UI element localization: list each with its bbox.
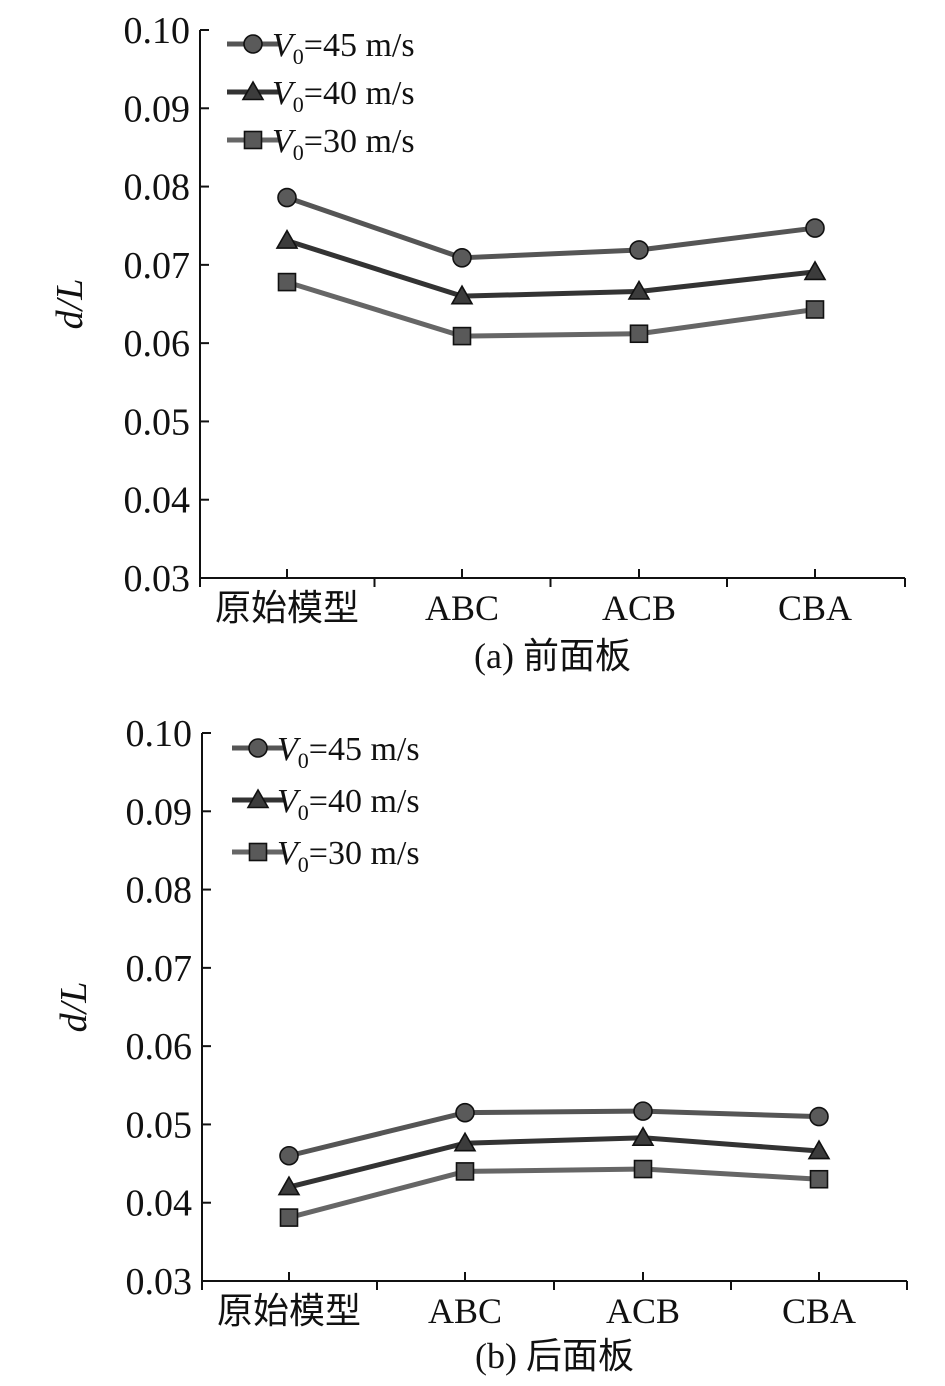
legend-item: V0=40 m/s bbox=[232, 783, 420, 825]
x-tick-label: 原始模型 bbox=[217, 1291, 361, 1331]
legend-item: V0=45 m/s bbox=[227, 27, 415, 69]
series-line bbox=[286, 195, 816, 261]
data-point-circle bbox=[279, 1145, 299, 1166]
data-point-square bbox=[279, 1208, 299, 1227]
data-point-circle bbox=[455, 1102, 475, 1123]
data-point-square bbox=[629, 324, 649, 344]
legend-label: V0=30 m/s bbox=[277, 835, 420, 877]
series-square bbox=[277, 272, 825, 346]
x-tick-label: ABC bbox=[428, 1291, 502, 1331]
series-circle bbox=[277, 187, 825, 268]
legend-marker-square bbox=[243, 130, 263, 150]
chart-title: (a) 前面板 bbox=[474, 636, 631, 676]
data-point-circle bbox=[805, 218, 825, 238]
series-triangle bbox=[277, 1126, 831, 1196]
x-tick-label: CBA bbox=[778, 588, 852, 628]
y-tick-label: 0.03 bbox=[126, 1261, 193, 1303]
legend-marker-circle bbox=[248, 738, 268, 758]
y-tick-label: 0.05 bbox=[126, 1104, 193, 1146]
series-line bbox=[288, 1135, 820, 1190]
y-tick-label: 0.07 bbox=[126, 948, 193, 990]
data-point-square bbox=[633, 1159, 653, 1179]
legend-label: V0=45 m/s bbox=[272, 27, 415, 69]
data-point-triangle bbox=[277, 1175, 301, 1196]
y-axis-title: d/L bbox=[49, 279, 91, 330]
y-tick-label: 0.09 bbox=[126, 791, 193, 833]
legend: V0=45 m/s V0=40 m/s V0=30 m/s bbox=[232, 731, 420, 877]
legend-item: V0=30 m/s bbox=[227, 123, 415, 165]
data-point-triangle bbox=[275, 228, 299, 249]
chart-title: (b) 后面板 bbox=[475, 1336, 634, 1376]
legend-label: V0=40 m/s bbox=[277, 783, 420, 825]
series-line bbox=[288, 1108, 820, 1159]
data-point-triangle bbox=[450, 284, 474, 305]
data-point-triangle bbox=[807, 1139, 831, 1160]
y-tick-label: 0.04 bbox=[124, 480, 191, 522]
x-tick-label: CBA bbox=[782, 1291, 856, 1331]
series-circle bbox=[279, 1101, 829, 1166]
series-triangle bbox=[275, 228, 827, 305]
legend-marker-triangle bbox=[241, 80, 265, 101]
data-point-square bbox=[809, 1169, 829, 1189]
data-point-circle bbox=[277, 187, 297, 208]
series-line bbox=[286, 238, 816, 299]
y-tick-label: 0.05 bbox=[124, 401, 191, 443]
y-tick-label: 0.06 bbox=[126, 1026, 193, 1068]
legend-marker-circle bbox=[243, 34, 263, 54]
legend: V0=45 m/s V0=40 m/s V0=30 m/s bbox=[227, 27, 415, 165]
legend-item: V0=40 m/s bbox=[227, 75, 415, 117]
x-tick-label: ACB bbox=[602, 588, 676, 628]
y-tick-label: 0.07 bbox=[124, 245, 191, 287]
data-point-triangle bbox=[803, 260, 827, 281]
data-point-square bbox=[277, 272, 297, 292]
legend-label: V0=45 m/s bbox=[277, 731, 420, 773]
legend-label: V0=30 m/s bbox=[272, 123, 415, 165]
y-tick-label: 0.08 bbox=[126, 870, 193, 912]
chart-a: 0.03 0.04 0.05 0.06 0.07 0.08 0.09 0.10 原始模型 ABC A… bbox=[49, 10, 906, 676]
legend-item: V0=45 m/s bbox=[232, 731, 420, 773]
legend-marker-triangle bbox=[246, 788, 270, 809]
y-tick-label: 0.09 bbox=[124, 88, 191, 130]
y-tick-label: 0.06 bbox=[124, 323, 191, 365]
data-point-square bbox=[805, 300, 825, 319]
x-tick-label: 原始模型 bbox=[215, 588, 359, 628]
data-point-triangle bbox=[631, 1126, 655, 1147]
y-tick-label: 0.10 bbox=[124, 10, 191, 52]
legend-label: V0=40 m/s bbox=[272, 75, 415, 117]
x-tick-label: ABC bbox=[425, 588, 499, 628]
data-point-square bbox=[452, 326, 472, 346]
y-tick-label: 0.08 bbox=[124, 167, 191, 209]
data-point-circle bbox=[452, 248, 472, 268]
data-point-circle bbox=[809, 1106, 829, 1127]
y-tick-label: 0.04 bbox=[126, 1183, 193, 1225]
legend-item: V0=30 m/s bbox=[232, 835, 420, 877]
x-tick-label: ACB bbox=[606, 1291, 680, 1331]
legend-marker-square bbox=[248, 842, 268, 862]
data-point-square bbox=[455, 1162, 475, 1181]
chart-b: 0.03 0.04 0.05 0.06 0.07 0.08 0.09 0.10 原始模型 ABC A… bbox=[53, 713, 908, 1376]
y-tick-label: 0.03 bbox=[124, 558, 191, 600]
series-square bbox=[279, 1159, 829, 1227]
data-point-circle bbox=[629, 240, 649, 260]
y-tick-label: 0.10 bbox=[126, 713, 193, 755]
data-point-triangle bbox=[453, 1131, 477, 1152]
data-point-circle bbox=[633, 1101, 653, 1121]
series-line bbox=[288, 1166, 820, 1221]
data-point-triangle bbox=[627, 279, 651, 300]
series-line bbox=[286, 279, 816, 339]
y-axis-title: d/L bbox=[53, 982, 95, 1033]
